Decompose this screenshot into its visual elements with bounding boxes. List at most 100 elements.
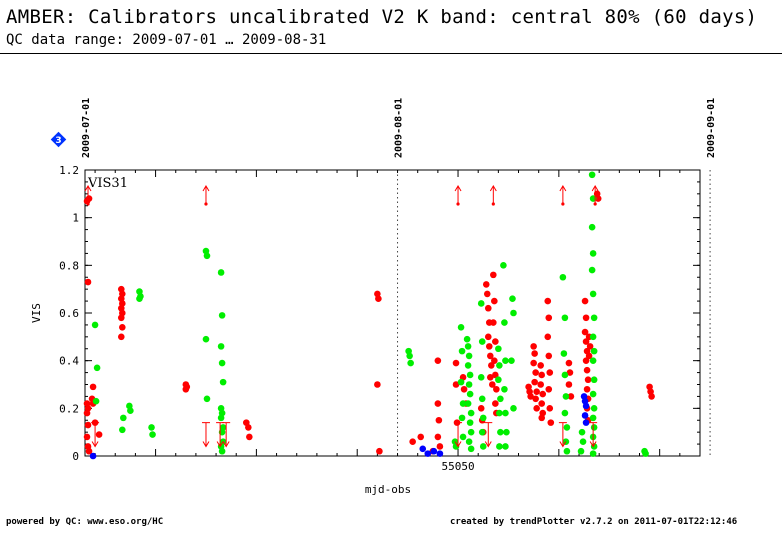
red-point (409, 438, 416, 446)
red-point (486, 374, 494, 381)
red-point (531, 350, 538, 357)
red-point (565, 381, 573, 388)
upper-limit-arrow (489, 185, 497, 206)
badge-label: 3 (55, 136, 61, 146)
green-point (508, 357, 515, 364)
green-point (457, 324, 465, 331)
red-point (546, 405, 554, 412)
lower-limit-arrow (222, 422, 231, 448)
green-point (503, 428, 510, 436)
green-point (497, 428, 504, 436)
red-point (83, 433, 91, 441)
red-point (583, 385, 591, 393)
y-tick-label: 1.2 (59, 164, 79, 177)
green-point (458, 414, 466, 422)
green-point (590, 405, 598, 412)
blue-point (582, 419, 590, 426)
red-point (490, 319, 497, 326)
green-point (560, 350, 568, 357)
red-point (567, 393, 575, 400)
green-point (590, 424, 598, 431)
red-point (581, 328, 589, 336)
panel-label: VIS31 (87, 176, 128, 191)
red-point (477, 405, 485, 412)
green-point (127, 407, 134, 415)
chart-title: AMBER: Calibrators uncalibrated V2 K ban… (6, 6, 758, 28)
red-point (435, 416, 443, 424)
red-point (489, 381, 496, 388)
red-point (434, 400, 442, 407)
green-point (219, 378, 227, 386)
green-point (202, 335, 210, 343)
red-point (537, 381, 545, 388)
green-point (217, 269, 225, 276)
red-point (417, 433, 425, 441)
blue-point (582, 402, 590, 410)
green-point (467, 428, 475, 436)
red-point (119, 324, 126, 331)
blue-point (424, 450, 432, 457)
red-point (183, 383, 191, 391)
blue-point (419, 445, 427, 453)
green-point (497, 395, 504, 403)
green-point (501, 385, 508, 393)
green-point (477, 374, 485, 381)
x-axis-label: mjd-obs (365, 483, 411, 496)
green-point (217, 343, 225, 350)
red-point (485, 343, 493, 350)
red-point (95, 431, 103, 438)
y-tick-label: 0.8 (59, 259, 79, 272)
green-point (478, 395, 486, 403)
red-point (547, 419, 555, 426)
green-point (496, 409, 503, 417)
green-point (467, 445, 475, 453)
green-point (559, 273, 567, 281)
green-point (561, 371, 569, 379)
red-point (530, 359, 537, 367)
green-point (495, 376, 502, 384)
green-point (561, 314, 569, 322)
upper-limit-arrow (559, 185, 567, 206)
footer-powered-by: powered by QC: www.eso.org/HC (6, 517, 164, 527)
red-point (492, 400, 499, 407)
x-tick-label: 55050 (441, 460, 474, 473)
red-point (376, 447, 383, 455)
red-point (491, 357, 498, 364)
red-point (460, 385, 468, 393)
green-point (218, 447, 226, 455)
badge-icon: 3 (50, 131, 67, 148)
red-point (582, 338, 590, 345)
green-point (478, 428, 486, 436)
green-point (588, 266, 596, 274)
red-point (544, 297, 552, 305)
green-point (589, 333, 597, 341)
red-point (585, 352, 593, 360)
red-point (586, 343, 594, 350)
red-point (533, 405, 540, 412)
green-point (459, 400, 467, 407)
green-point (464, 400, 472, 407)
red-point (545, 385, 553, 393)
red-point (434, 357, 442, 364)
upper-limit-arrow (454, 185, 462, 206)
green-point (589, 250, 597, 257)
red-point (374, 381, 381, 388)
green-point (590, 347, 598, 355)
lower-limit-arrow (589, 422, 598, 448)
green-point (589, 450, 597, 457)
green-point (458, 347, 466, 355)
red-point (375, 295, 382, 303)
red-point (584, 376, 592, 384)
red-point (492, 371, 499, 379)
green-point (579, 438, 587, 446)
red-point (484, 333, 492, 341)
green-point (502, 409, 509, 417)
red-point (545, 352, 553, 360)
green-point (590, 376, 598, 384)
green-point (578, 428, 586, 436)
green-point (464, 343, 472, 350)
red-point (482, 281, 490, 288)
blue-point (581, 412, 589, 419)
green-point (561, 409, 569, 417)
green-point (136, 295, 143, 303)
